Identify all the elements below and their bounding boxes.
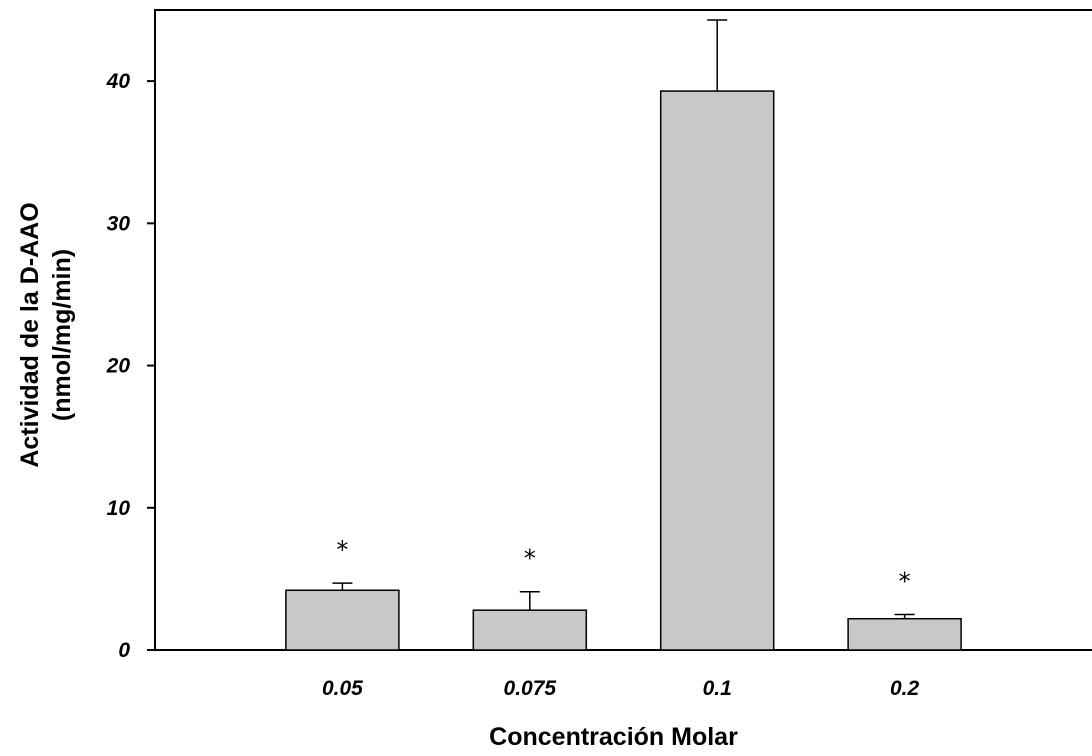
significance-star: * xyxy=(899,567,911,595)
y-tick-label: 30 xyxy=(107,212,131,235)
x-tick-label: 0.1 xyxy=(703,677,732,700)
plot-frame xyxy=(154,9,1092,651)
bar xyxy=(285,589,400,651)
y-tick-label: 10 xyxy=(107,497,131,520)
x-axis-tick-labels: 0.05 0.075 0.1 0.2 xyxy=(322,677,920,700)
y-axis-title-line2: (nmol/mg/min) xyxy=(48,249,76,421)
y-tick-label: 40 xyxy=(106,70,131,93)
y-tick-label: 20 xyxy=(106,355,131,378)
y-axis-ticks: 0 10 20 30 40 xyxy=(106,70,155,662)
x-axis-title: Concentración Molar xyxy=(489,723,738,751)
bar xyxy=(659,90,775,651)
bar xyxy=(847,617,962,651)
bars: * * * xyxy=(285,19,962,651)
x-tick-label: 0.2 xyxy=(890,677,920,700)
bar xyxy=(472,609,588,651)
y-axis-title-line1: Actividad de la D-AAO xyxy=(16,202,44,467)
y-axis-title: Actividad de la D-AAO (nmol/mg/min) xyxy=(16,202,76,467)
significance-star: * xyxy=(336,536,348,564)
y-tick-label: 0 xyxy=(118,639,130,662)
x-tick-label: 0.05 xyxy=(322,677,363,700)
x-tick-label: 0.075 xyxy=(504,677,557,700)
significance-star: * xyxy=(524,545,536,573)
